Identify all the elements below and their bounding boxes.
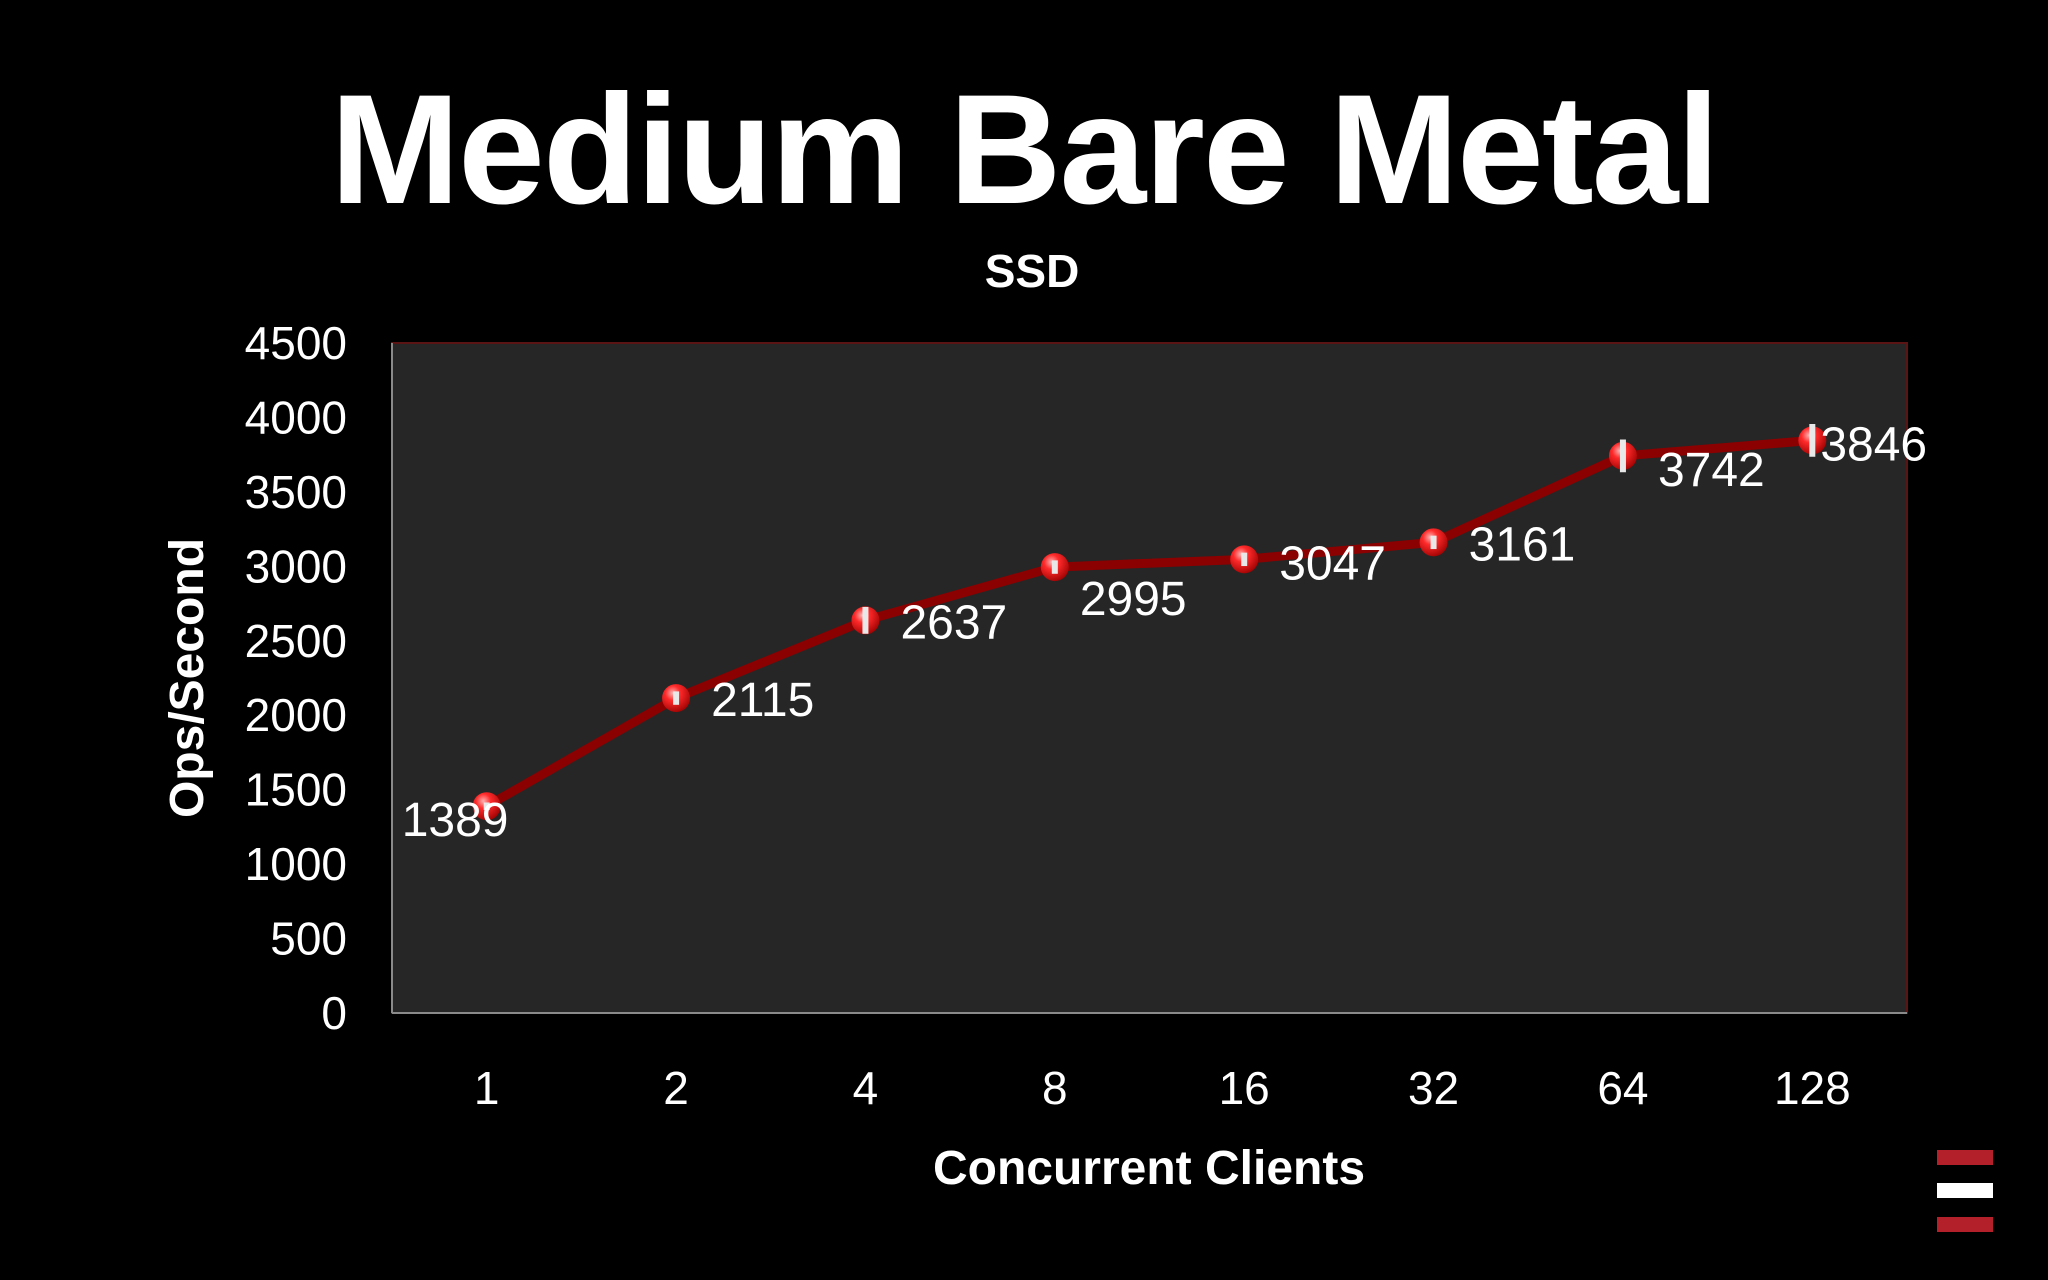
x-tick-label: 64	[1597, 1062, 1648, 1114]
data-label: 3161	[1469, 518, 1576, 571]
data-label: 3846	[1820, 418, 1927, 471]
data-label: 2115	[711, 674, 814, 727]
y-tick-label: 0	[321, 987, 347, 1039]
x-tick-label: 32	[1408, 1062, 1459, 1114]
y-tick-label: 3000	[245, 540, 347, 592]
x-axis-title: Concurrent Clients	[933, 1142, 1365, 1195]
x-tick-label: 4	[853, 1062, 879, 1114]
y-tick-label: 4000	[245, 391, 347, 443]
stacked-bars-logo-icon	[1937, 1150, 1993, 1232]
data-label: 1389	[402, 794, 509, 847]
slide-title: Medium Bare Metal	[330, 63, 1720, 237]
y-tick-label: 500	[270, 913, 347, 965]
y-axis-title: Ops/Second	[161, 538, 214, 818]
x-tick-label: 1	[474, 1062, 500, 1114]
x-tick-label: 2	[663, 1062, 689, 1114]
y-tick-label: 3500	[245, 466, 347, 518]
chart-title: SSD	[985, 245, 1080, 297]
y-tick-label: 1000	[245, 838, 347, 890]
logo-bar-top	[1937, 1150, 1993, 1165]
x-tick-label: 16	[1219, 1062, 1270, 1114]
data-label: 3047	[1279, 537, 1386, 590]
x-tick-label: 128	[1774, 1062, 1851, 1114]
data-label: 2995	[1080, 573, 1187, 626]
series-line	[482, 435, 1817, 811]
logo-bar-bottom	[1937, 1217, 1993, 1232]
data-label: 2637	[900, 596, 1007, 649]
y-tick-label: 1500	[245, 764, 347, 816]
y-tick-label: 2500	[245, 615, 347, 667]
x-tick-label: 8	[1042, 1062, 1068, 1114]
logo-bar-middle	[1937, 1183, 1993, 1198]
y-tick-label: 4500	[245, 317, 347, 369]
y-tick-label: 2000	[245, 689, 347, 741]
data-label: 3742	[1658, 444, 1765, 497]
